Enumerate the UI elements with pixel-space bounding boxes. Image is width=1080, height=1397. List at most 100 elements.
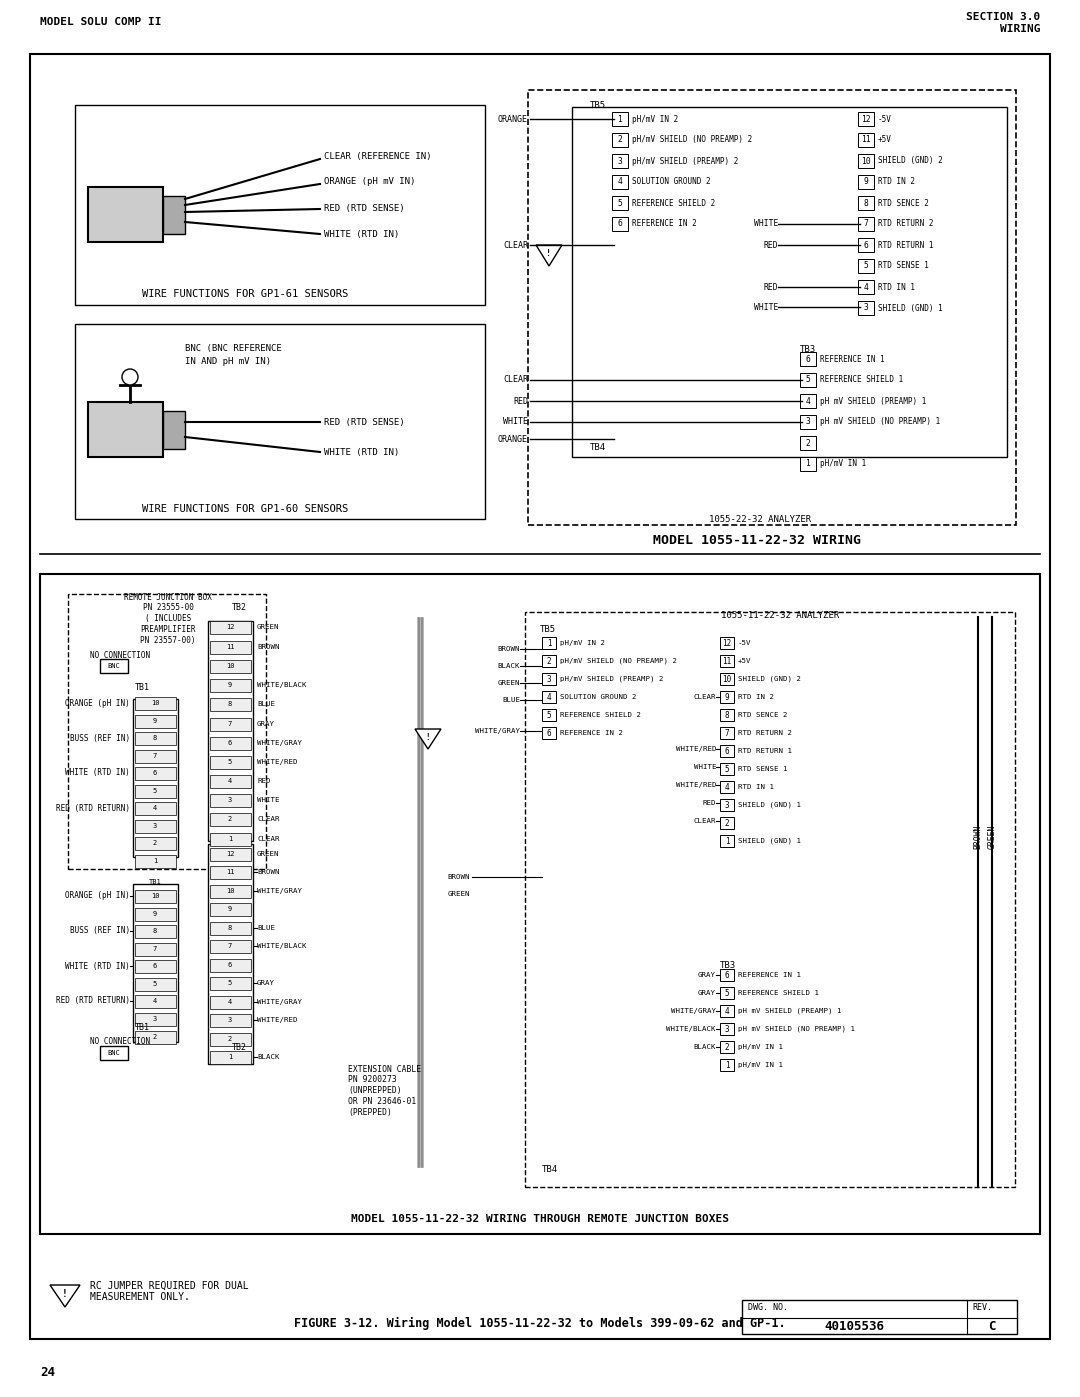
Text: WIRE FUNCTIONS FOR GP1-61 SENSORS: WIRE FUNCTIONS FOR GP1-61 SENSORS bbox=[141, 289, 348, 299]
Bar bbox=[858, 279, 874, 293]
Text: RTD IN 2: RTD IN 2 bbox=[738, 694, 774, 700]
Bar bbox=[210, 940, 251, 953]
Bar bbox=[858, 112, 874, 126]
Text: REFERENCE SHIELD 2: REFERENCE SHIELD 2 bbox=[632, 198, 715, 208]
Bar bbox=[135, 1013, 176, 1025]
Text: TB1: TB1 bbox=[135, 683, 150, 692]
Text: 7: 7 bbox=[153, 946, 157, 951]
Bar bbox=[720, 799, 734, 812]
Text: 5: 5 bbox=[806, 376, 810, 384]
Text: ORANGE (pH mV IN): ORANGE (pH mV IN) bbox=[324, 177, 416, 187]
Text: MODEL 1055-11-22-32 WIRING THROUGH REMOTE JUNCTION BOXES: MODEL 1055-11-22-32 WIRING THROUGH REMOT… bbox=[351, 1214, 729, 1224]
Text: BROWN: BROWN bbox=[498, 645, 519, 652]
Text: 5: 5 bbox=[618, 198, 622, 208]
Text: GRAY: GRAY bbox=[257, 981, 275, 986]
Text: 4: 4 bbox=[806, 397, 810, 405]
Text: WHITE/RED: WHITE/RED bbox=[675, 782, 716, 788]
Text: RED: RED bbox=[764, 282, 778, 292]
Bar bbox=[135, 820, 176, 833]
Text: 1: 1 bbox=[153, 858, 157, 863]
Text: 24: 24 bbox=[40, 1365, 55, 1379]
Text: RTD IN 1: RTD IN 1 bbox=[878, 282, 915, 292]
Text: 5: 5 bbox=[725, 764, 729, 774]
Text: 5: 5 bbox=[153, 788, 157, 793]
Text: WHITE/RED: WHITE/RED bbox=[257, 1017, 297, 1023]
Text: TB1: TB1 bbox=[149, 879, 161, 886]
Bar bbox=[40, 574, 1040, 1234]
Bar bbox=[135, 750, 176, 763]
Bar bbox=[210, 866, 251, 879]
Text: TB4: TB4 bbox=[590, 443, 606, 451]
Text: WHITE/GRAY: WHITE/GRAY bbox=[257, 740, 302, 746]
Text: 1: 1 bbox=[725, 837, 729, 845]
Text: REFERENCE SHIELD 1: REFERENCE SHIELD 1 bbox=[738, 990, 819, 996]
Bar bbox=[720, 817, 734, 828]
Text: REV.: REV. bbox=[972, 1303, 993, 1313]
Text: SOLUTION GROUND 2: SOLUTION GROUND 2 bbox=[561, 694, 636, 700]
Text: TB1: TB1 bbox=[135, 1023, 150, 1031]
Text: +5V: +5V bbox=[738, 658, 752, 664]
Text: RC JUMPER REQUIRED FOR DUAL: RC JUMPER REQUIRED FOR DUAL bbox=[90, 1281, 248, 1291]
Text: 1: 1 bbox=[228, 835, 232, 842]
Text: (UNPREPPED): (UNPREPPED) bbox=[348, 1087, 402, 1095]
Bar bbox=[720, 726, 734, 739]
Text: WHITE: WHITE bbox=[754, 219, 778, 229]
Text: TB3: TB3 bbox=[720, 961, 737, 970]
Text: ORANGE (pH IN): ORANGE (pH IN) bbox=[65, 891, 130, 901]
Text: TB4: TB4 bbox=[542, 1165, 558, 1173]
Text: 2: 2 bbox=[806, 439, 810, 447]
Text: 8: 8 bbox=[153, 928, 157, 935]
Text: 12: 12 bbox=[723, 638, 731, 647]
Text: GREEN: GREEN bbox=[257, 851, 280, 856]
Circle shape bbox=[122, 369, 138, 386]
Bar bbox=[858, 175, 874, 189]
Text: ORANGE: ORANGE bbox=[498, 434, 528, 443]
Text: 2: 2 bbox=[153, 840, 157, 847]
Text: BLACK: BLACK bbox=[498, 664, 519, 669]
Bar bbox=[572, 108, 1007, 457]
Text: RED: RED bbox=[257, 778, 270, 784]
Text: 3: 3 bbox=[228, 1017, 232, 1023]
Text: RED: RED bbox=[513, 397, 528, 405]
Text: 9: 9 bbox=[864, 177, 868, 187]
Text: 7: 7 bbox=[725, 728, 729, 738]
Text: 2: 2 bbox=[725, 1042, 729, 1052]
Bar bbox=[210, 958, 251, 972]
Text: WHITE/GRAY: WHITE/GRAY bbox=[257, 888, 302, 894]
Bar bbox=[210, 902, 251, 916]
Bar bbox=[800, 415, 816, 429]
Text: 1: 1 bbox=[228, 1053, 232, 1060]
Text: 2: 2 bbox=[618, 136, 622, 144]
Bar bbox=[210, 886, 251, 898]
Bar bbox=[612, 196, 627, 210]
Text: CLEAR: CLEAR bbox=[693, 819, 716, 824]
Bar bbox=[135, 697, 176, 710]
Text: BLACK: BLACK bbox=[693, 1044, 716, 1051]
Text: 12: 12 bbox=[226, 851, 234, 856]
Text: SHIELD (GND) 2: SHIELD (GND) 2 bbox=[878, 156, 943, 165]
Text: 4: 4 bbox=[618, 177, 622, 187]
Bar bbox=[135, 1031, 176, 1044]
Text: pH/mV IN 1: pH/mV IN 1 bbox=[738, 1044, 783, 1051]
Text: WHITE: WHITE bbox=[503, 418, 528, 426]
Text: MODEL SOLU COMP II: MODEL SOLU COMP II bbox=[40, 17, 162, 27]
Text: CLEAR: CLEAR bbox=[503, 240, 528, 250]
Bar bbox=[742, 1301, 1017, 1334]
Text: pH mV SHIELD (PREAMP) 1: pH mV SHIELD (PREAMP) 1 bbox=[820, 397, 927, 405]
Bar bbox=[135, 802, 176, 814]
Text: 7: 7 bbox=[228, 943, 232, 949]
Text: 6: 6 bbox=[725, 971, 729, 979]
Text: 1055-11-22-32 ANALYZER: 1055-11-22-32 ANALYZER bbox=[720, 610, 839, 619]
Text: RTD RETURN 2: RTD RETURN 2 bbox=[878, 219, 933, 229]
Text: RTD SENSE 1: RTD SENSE 1 bbox=[738, 766, 787, 773]
Bar bbox=[135, 785, 176, 798]
Text: BUSS (REF IN): BUSS (REF IN) bbox=[70, 733, 130, 742]
Bar bbox=[720, 835, 734, 847]
Text: PN 23555-00: PN 23555-00 bbox=[143, 604, 193, 612]
Text: IN AND pH mV IN): IN AND pH mV IN) bbox=[185, 358, 271, 366]
Bar bbox=[612, 217, 627, 231]
Text: REFERENCE IN 1: REFERENCE IN 1 bbox=[738, 972, 801, 978]
Bar bbox=[75, 324, 485, 520]
Bar bbox=[210, 813, 251, 826]
Text: 4: 4 bbox=[725, 782, 729, 792]
